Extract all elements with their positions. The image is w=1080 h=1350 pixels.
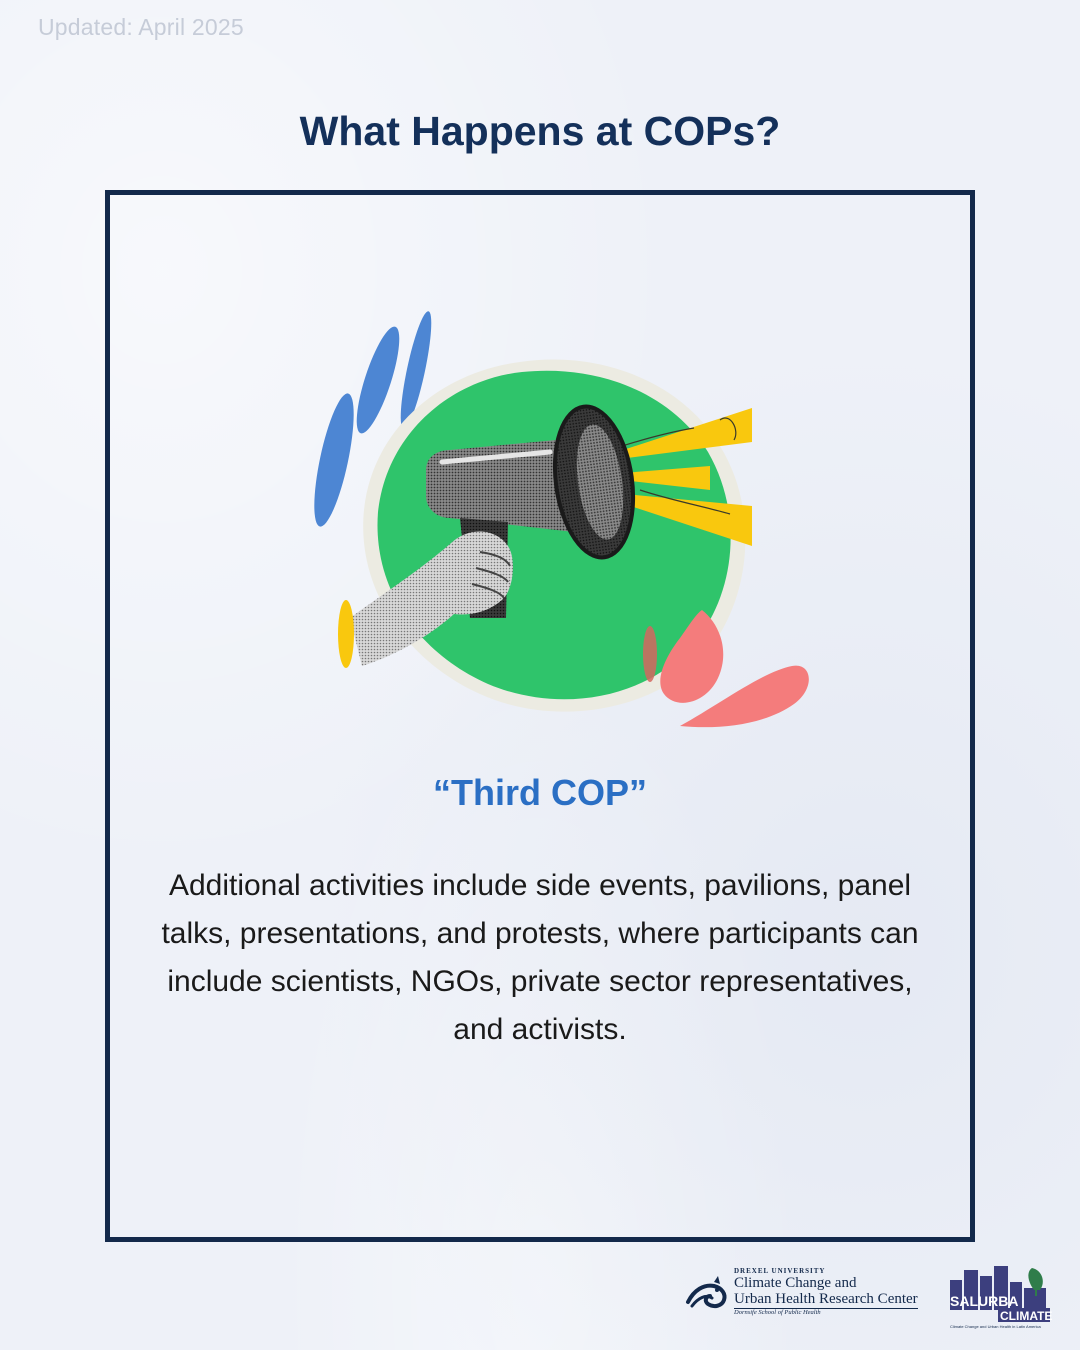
sound-ray-mid [586,466,710,490]
hand [350,531,513,666]
salurba-tagline: Climate Change and Urban Health in Latin… [950,1324,1041,1329]
drexel-logo: DREXEL UNIVERSITY Climate Change and Urb… [684,1268,918,1317]
megaphone-rim [552,404,636,560]
page-title: What Happens at COPs? [299,108,781,154]
center-name-line1: Climate Change and [734,1275,857,1291]
megaphone-highlight [439,449,553,465]
salurba-name2: CLIMATE [1000,1309,1052,1323]
blue-stroke-2 [356,326,400,434]
yellow-drop [338,600,354,668]
salurba-name: SALURBA [950,1293,1018,1309]
salurba-climate-logo: SALURBA CLIMATE Climate Change and Urban… [950,1266,1052,1329]
coral-drop-small [643,626,657,682]
content-frame [105,190,975,1242]
coral-drop-1 [660,610,724,703]
blue-stroke-1 [314,393,354,527]
footer-logos: DREXEL UNIVERSITY Climate Change and Urb… [684,1262,1056,1334]
megaphone-bell-inner [576,424,624,540]
drexel-school: Dornsife School of Public Health [734,1308,918,1317]
center-name-line2: Urban Health Research Center [734,1291,918,1307]
megaphone-icon [314,311,809,728]
dragon-icon [686,1276,727,1309]
hand-lines [471,551,511,599]
blue-stroke-3 [400,311,432,429]
megaphone-tube [426,440,574,532]
drexel-text: DREXEL UNIVERSITY Climate Change and Urb… [734,1268,918,1317]
coral-drop-2 [680,665,809,728]
updated-date: Updated: April 2025 [38,14,244,40]
drexel-university: DREXEL UNIVERSITY [734,1267,826,1275]
body-paragraph: Additional activities include side event… [161,869,919,1046]
section-subtitle: “Third COP” [433,772,647,813]
tree-icon [1028,1268,1043,1290]
